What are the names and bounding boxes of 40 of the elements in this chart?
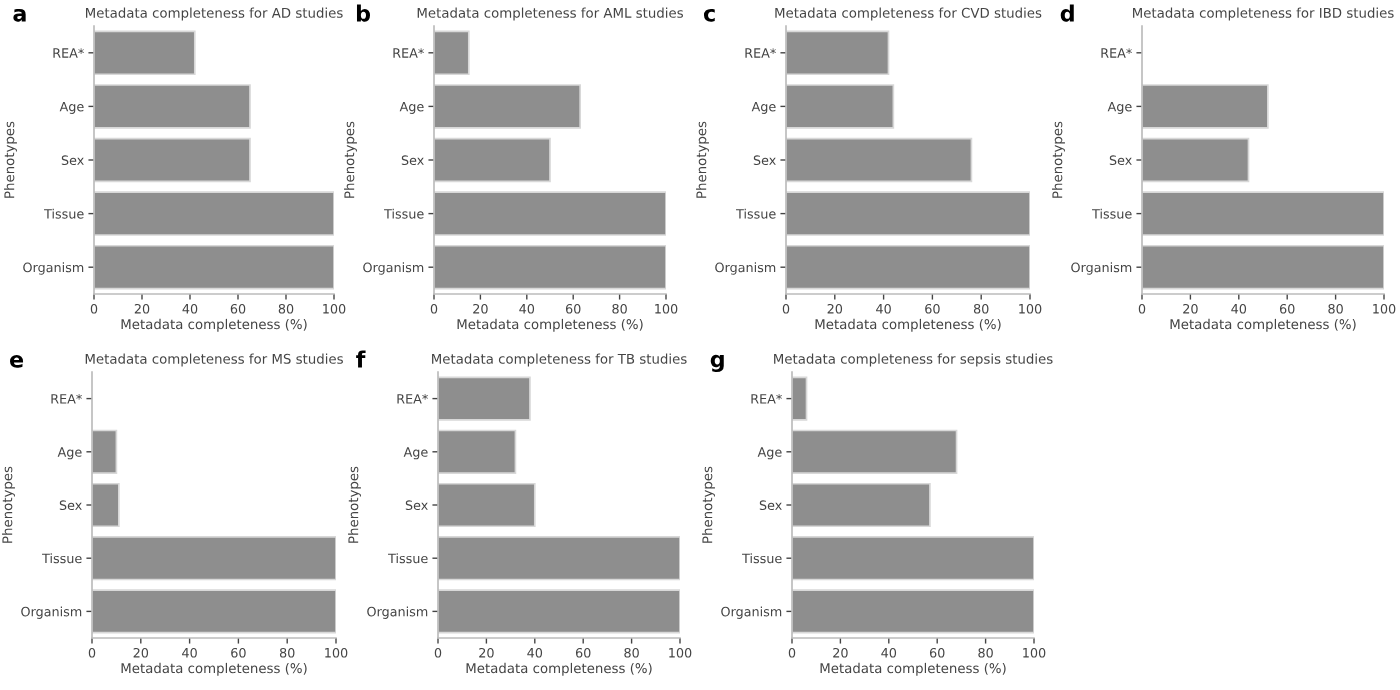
bar bbox=[792, 589, 1034, 634]
bar bbox=[438, 376, 531, 421]
text: f bbox=[356, 350, 366, 368]
text: d bbox=[1060, 4, 1074, 22]
bar bbox=[792, 376, 808, 421]
bar bbox=[94, 84, 251, 129]
bar bbox=[94, 191, 334, 236]
bar bbox=[92, 429, 118, 474]
bar bbox=[434, 30, 470, 76]
bar bbox=[786, 244, 1030, 290]
bar bbox=[434, 191, 666, 236]
bar bbox=[438, 482, 536, 528]
text: e bbox=[9, 354, 24, 368]
bar bbox=[1142, 191, 1384, 236]
text: c bbox=[703, 8, 715, 22]
bar bbox=[92, 536, 336, 581]
bar bbox=[786, 191, 1030, 236]
bar bbox=[1142, 244, 1384, 290]
bar bbox=[94, 244, 334, 290]
bar bbox=[434, 137, 551, 183]
bar bbox=[94, 137, 251, 183]
bar bbox=[92, 589, 336, 634]
bar bbox=[792, 536, 1034, 581]
bar bbox=[438, 589, 680, 634]
bar bbox=[1142, 84, 1269, 129]
bar bbox=[792, 482, 931, 528]
bar bbox=[438, 429, 517, 474]
bar bbox=[94, 30, 196, 76]
bar bbox=[786, 30, 890, 76]
bar bbox=[1142, 137, 1250, 183]
bar bbox=[92, 482, 120, 528]
bar bbox=[438, 536, 680, 581]
bar bbox=[792, 429, 958, 474]
bar bbox=[434, 244, 666, 290]
text: b bbox=[356, 4, 371, 22]
bar bbox=[434, 84, 581, 129]
text: a bbox=[13, 8, 26, 22]
bar bbox=[786, 84, 895, 129]
text: g bbox=[710, 354, 724, 372]
bar bbox=[786, 137, 973, 183]
